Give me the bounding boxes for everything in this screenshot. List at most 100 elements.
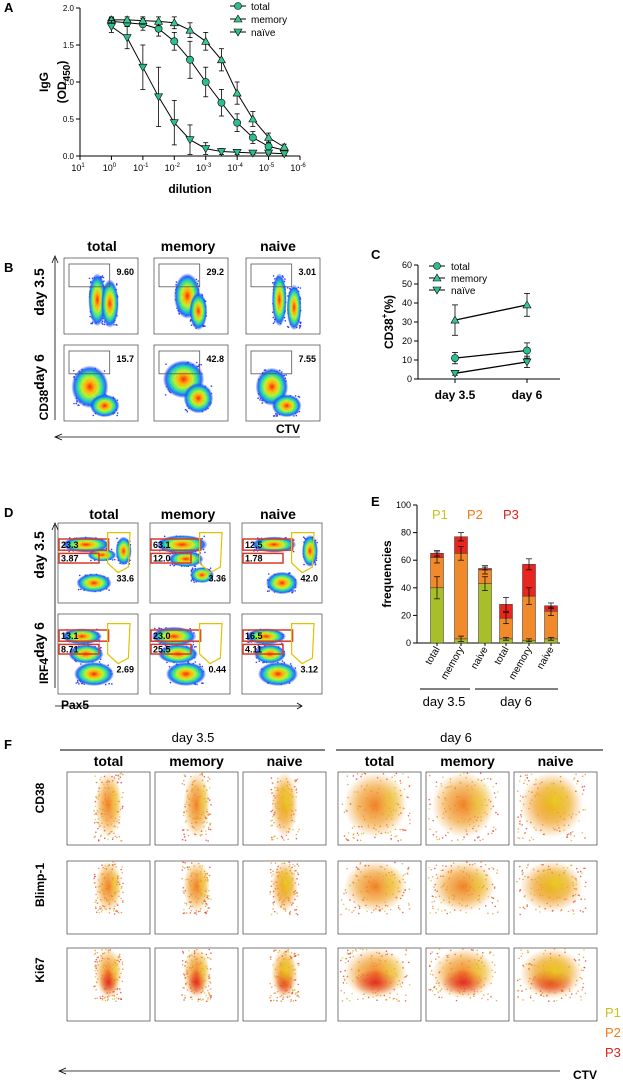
panel-f-event [399,780,402,782]
panel-f-event [407,866,410,869]
panel-f-event [582,982,585,985]
flow-density [76,573,112,593]
panel-f-event [120,911,123,914]
panel-f-event [404,953,407,956]
panel-f-event [95,988,97,991]
panel-a-point [264,132,274,141]
panel-f-event [429,952,432,955]
panel-f-event [347,832,350,834]
panel-a-point [154,24,163,33]
panel-f-event [273,910,276,913]
panel-f-event [406,873,409,875]
panel-f-event [407,776,410,779]
panel-f-event [348,999,351,1002]
flow-event [101,275,104,277]
panel-f-event [121,963,124,966]
panel-a-point [138,15,148,24]
panel-a-point [216,148,226,157]
panel-f-event [407,961,410,964]
panel-a-legend-naive: naïve [251,28,276,39]
panel-a-xtick-label: 10-1 [133,163,149,173]
panel-d-letter: D [4,505,13,520]
panel-f-event [121,968,124,970]
panel-f-event [519,978,521,981]
flow-density [302,535,318,567]
panel-f-event [121,871,124,874]
panel-a-letter: A [4,0,14,15]
panel-f-event [107,838,109,841]
panel-a-point [138,63,148,72]
panel-f-event [450,839,453,842]
panel-f-event [209,982,212,984]
panel-f-event [449,911,452,914]
panel-e-xlabel: naive [469,645,491,672]
panel-f-event [433,900,436,903]
panel-f-event [355,950,358,952]
panel-f-event [527,864,529,867]
panel-f-event [442,776,444,779]
panel-f-event [182,829,185,831]
panel-f-event [290,998,293,1001]
panel-d-gate-value-p1: 42.0 [300,573,318,583]
panel-f-event [376,999,378,1002]
panel-f-event [273,950,275,952]
panel-f-event [431,875,434,878]
panel-f-event [436,838,438,841]
panel-f-event [182,861,184,864]
panel-f-event [340,959,342,962]
flow-event [108,682,110,685]
panel-f-event [430,960,433,963]
panel-f-event [436,952,439,955]
panel-f-event [396,993,399,995]
panel-f-event [181,963,184,966]
panel-e-ytick-label: 20 [401,610,411,620]
panel-f-event [121,807,124,809]
panel-f-event [340,989,343,992]
flow-event [191,567,194,569]
panel-f-event [429,965,431,967]
panel-f-event [209,998,212,1000]
panel-f-event [115,1000,117,1002]
panel-f-event [182,950,184,953]
flow-event [204,325,206,328]
panel-b-plot-r1-c1: 42.8 [153,344,229,422]
panel-f-event [111,998,114,1000]
panel-f-event [207,840,209,842]
panel-f-event [487,833,490,835]
panel-c-letter: C [371,247,381,262]
panel-f-event [119,773,121,776]
flow-event [116,324,118,326]
flow-event [272,322,275,325]
panel-f-event [272,999,275,1002]
panel-f-event [119,958,122,961]
panel-f-event [289,913,291,916]
panel-f-density-p1 [197,778,210,825]
panel-f-event [491,832,493,835]
panel-f-event [582,986,584,989]
flow-event [284,320,287,322]
panel-e-ytick-label: 60 [401,555,411,565]
panel-f-plot-r1-c2 [242,860,327,935]
panel-f-event [274,835,276,837]
flow-density [74,662,114,686]
flow-density [62,536,110,553]
panel-f-event [435,958,437,961]
flow-event [294,395,297,397]
panel-e-xlabel: memory [439,645,467,682]
panel-d-plot-r1-c1: 23.025.50.44 [149,613,231,695]
panel-f-event [496,872,498,874]
flow-event [285,374,287,376]
flow-event [92,414,95,417]
panel-b-gate [68,263,111,288]
panel-a-ytick-label: 0.0 [63,152,75,161]
panel-f-plot-r2-c3 [337,947,422,1022]
panel-f-event [582,969,585,972]
panel-f-density-p1 [109,866,122,902]
panel-f-event [344,957,347,960]
panel-f-event [357,998,359,1001]
panel-a-point [264,149,274,158]
panel-f-letter: F [4,737,12,752]
panel-f-event [120,998,122,1000]
panel-f-event [121,805,124,808]
